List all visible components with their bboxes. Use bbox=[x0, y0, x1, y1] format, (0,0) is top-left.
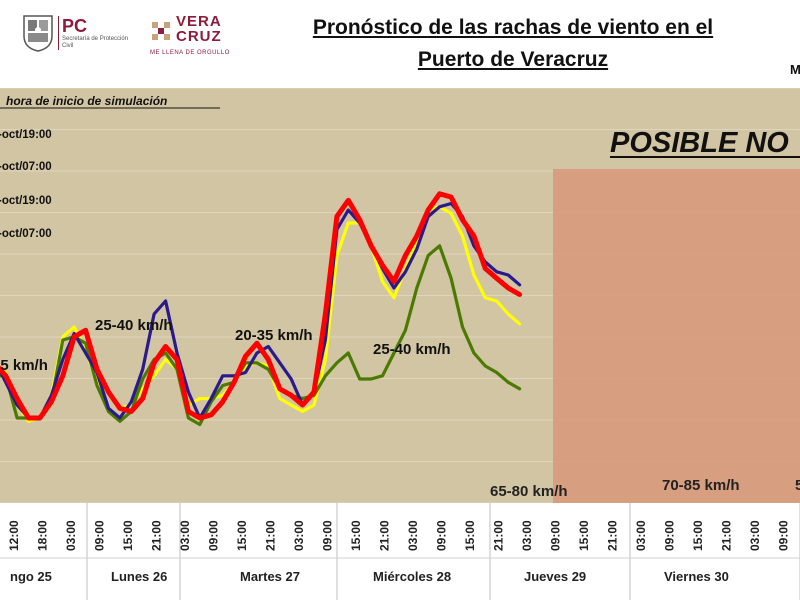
day-label: Martes 27 bbox=[240, 569, 300, 584]
title-line-1: Pronóstico de las rachas de viento en el bbox=[312, 16, 714, 39]
region-label: POSIBLE NO bbox=[610, 127, 789, 159]
x-tick-label: 09:00 bbox=[207, 520, 221, 551]
x-tick-label: 03:00 bbox=[292, 520, 306, 551]
veracruz-logo-subtitle: ME LLENA DE ORGULLO bbox=[150, 50, 230, 56]
x-tick-label: 09:00 bbox=[777, 520, 791, 551]
x-tick-label: 15:00 bbox=[577, 520, 591, 551]
range-annotation: 25-40 km/h bbox=[373, 341, 451, 358]
range-annotation: 25-40 km/h bbox=[95, 317, 173, 334]
x-tick-label: 03:00 bbox=[178, 520, 192, 551]
x-tick-label: 09:00 bbox=[435, 520, 449, 551]
title-line-2: Puerto de Veracruz bbox=[417, 48, 609, 71]
day-label: Viernes 30 bbox=[664, 569, 729, 584]
x-tick-label: 21:00 bbox=[492, 520, 506, 551]
x-tick-label: 03:00 bbox=[520, 520, 534, 551]
x-tick-label: 15:00 bbox=[349, 520, 363, 551]
range-annotation: 5 bbox=[795, 477, 800, 494]
shaded-region bbox=[553, 169, 800, 503]
knot-icon bbox=[152, 22, 170, 40]
veracruz-logo-text: VERA CRUZ bbox=[176, 13, 222, 45]
x-tick-label: 21:00 bbox=[720, 520, 734, 551]
x-tick-label: 09:00 bbox=[549, 520, 563, 551]
logo-divider bbox=[58, 16, 59, 50]
x-tick-label: 15:00 bbox=[691, 520, 705, 551]
x-tick-label: 03:00 bbox=[406, 520, 420, 551]
legend-entry: -oct/19:00 bbox=[0, 195, 52, 207]
range-annotation: 65-80 km/h bbox=[490, 483, 568, 500]
x-tick-label: 15:00 bbox=[121, 520, 135, 551]
page-title: Pronóstico de las rachas de viento en el… bbox=[268, 12, 758, 76]
legend-title: hora de inicio de simulación bbox=[6, 94, 167, 108]
day-label: Lunes 26 bbox=[111, 569, 167, 584]
x-tick-label: 21:00 bbox=[606, 520, 620, 551]
x-tick-label: 03:00 bbox=[748, 520, 762, 551]
pc-logo: PC Secretaría de Protección Civil bbox=[18, 12, 138, 56]
header: PC Secretaría de Protección Civil VERA C… bbox=[0, 0, 800, 88]
x-tick-label: 15:00 bbox=[463, 520, 477, 551]
x-tick-label: 18:00 bbox=[36, 520, 50, 551]
wind-gust-chart: hora de inicio de simulación -oct/19:00 -o… bbox=[0, 88, 800, 600]
legend-entry: -oct/07:00 bbox=[0, 161, 52, 173]
range-annotation: 35 km/h bbox=[0, 357, 48, 374]
range-annotation: 70-85 km/h bbox=[662, 477, 740, 494]
series-line bbox=[0, 191, 523, 421]
x-tick-label: 03:00 bbox=[634, 520, 648, 551]
x-tick-label: 03:00 bbox=[64, 520, 78, 551]
pc-logo-text: PC bbox=[62, 16, 88, 36]
pc-logo-subtitle: Secretaría de Protección Civil bbox=[62, 36, 129, 49]
x-tick-label: 09:00 bbox=[321, 520, 335, 551]
shield-icon bbox=[23, 15, 53, 52]
legend-entry: -oct/07:00 bbox=[0, 228, 52, 240]
legend-entry: -oct/19:00 bbox=[0, 129, 52, 141]
x-tick-label: 21:00 bbox=[264, 520, 278, 551]
day-label: Jueves 29 bbox=[524, 569, 586, 584]
title-right-fragment: M bbox=[790, 62, 800, 77]
range-annotation: 20-35 km/h bbox=[235, 327, 313, 344]
x-tick-label: 09:00 bbox=[93, 520, 107, 551]
day-label: Miércoles 28 bbox=[373, 569, 451, 584]
x-tick-label: 21:00 bbox=[378, 520, 392, 551]
veracruz-logo: VERA CRUZ ME LLENA DE ORGULLO bbox=[150, 14, 240, 58]
x-tick-label: 15:00 bbox=[235, 520, 249, 551]
x-tick-label: 21:00 bbox=[150, 520, 164, 551]
x-tick-label: 09:00 bbox=[663, 520, 677, 551]
axis-area bbox=[0, 503, 800, 600]
day-label: ngo 25 bbox=[10, 569, 52, 584]
x-tick-label: 12:00 bbox=[7, 520, 21, 551]
